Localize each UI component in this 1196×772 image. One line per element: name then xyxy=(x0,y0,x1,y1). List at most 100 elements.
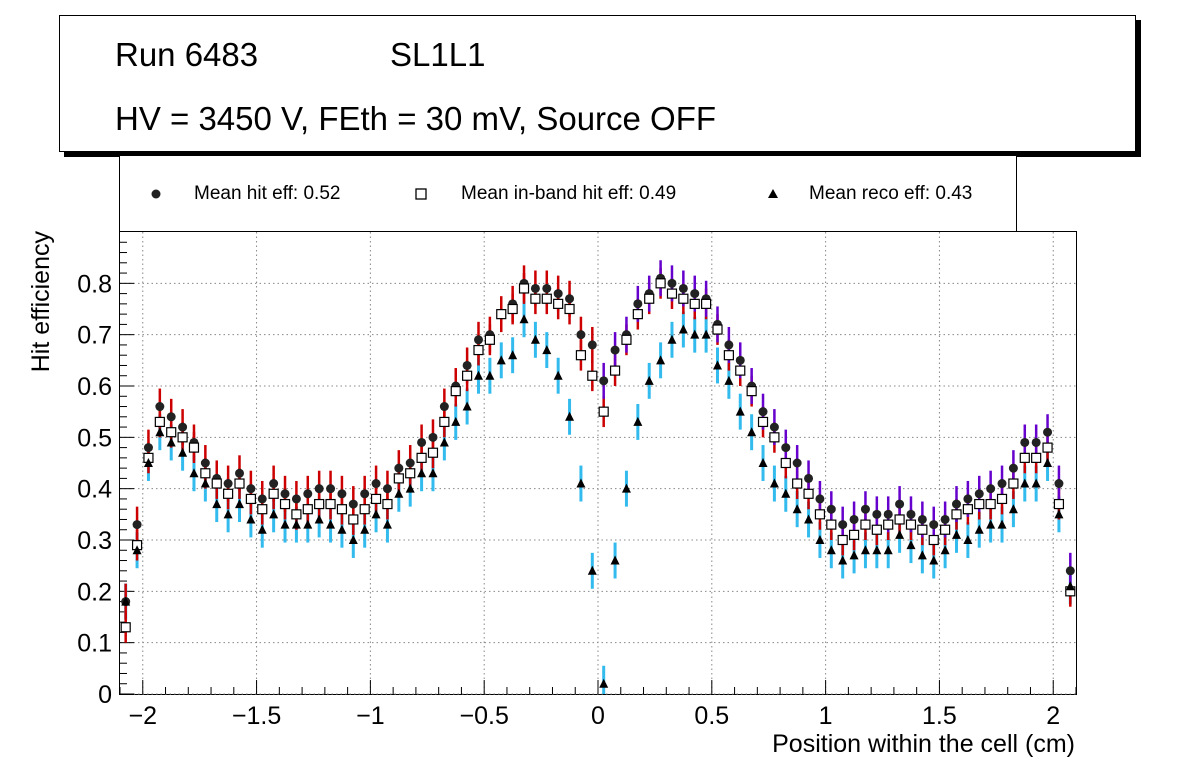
inband-point xyxy=(553,298,564,309)
inband-point xyxy=(746,386,757,397)
inband-point xyxy=(393,473,404,484)
reco-point xyxy=(1043,458,1053,467)
inband-point xyxy=(769,432,780,443)
hit-point xyxy=(462,360,472,370)
x-tick-label: 1 xyxy=(819,702,833,730)
inband-point xyxy=(302,504,313,515)
hit-point xyxy=(382,484,392,494)
reco-point xyxy=(940,545,950,555)
inband-point xyxy=(803,488,814,499)
data-points xyxy=(120,260,1076,694)
inband-point xyxy=(905,519,917,530)
reco-point xyxy=(633,416,643,426)
inband-point xyxy=(484,334,495,345)
inband-point xyxy=(985,498,996,510)
reco-point xyxy=(735,406,745,416)
reco-point xyxy=(1065,581,1075,591)
reco-point xyxy=(223,509,233,519)
hit-point xyxy=(849,514,859,524)
hit-point xyxy=(280,489,290,499)
run-label: Run 6483 xyxy=(115,36,259,73)
legend-hit-marker-icon xyxy=(151,189,161,199)
hit-point xyxy=(132,520,142,530)
inband-point xyxy=(974,498,985,510)
inband-point xyxy=(621,334,632,345)
grid xyxy=(120,232,1076,695)
y-tick-label: 0.3 xyxy=(77,527,112,555)
hit-point xyxy=(769,422,779,432)
hit-point xyxy=(530,283,540,293)
hit-point xyxy=(576,330,586,340)
hit-point xyxy=(724,340,734,350)
legend-reco-marker-icon xyxy=(768,189,778,198)
inband-point xyxy=(1008,478,1019,489)
reco-point xyxy=(326,519,336,529)
inband-point xyxy=(234,478,245,489)
reco-point xyxy=(519,314,529,324)
reco-point xyxy=(724,375,734,385)
reco-point xyxy=(701,329,711,339)
reco-point xyxy=(382,519,392,529)
hit-point xyxy=(439,402,449,412)
hit-point xyxy=(1054,479,1064,489)
x-tick-label: −1.5 xyxy=(232,702,281,730)
inband-point xyxy=(701,298,712,309)
reco-point xyxy=(155,427,165,437)
inband-point xyxy=(883,519,894,530)
hit-point xyxy=(610,345,620,355)
inband-point xyxy=(439,416,450,428)
y-tick-label: 0.1 xyxy=(77,630,112,658)
legend-hit-label: Mean hit eff: 0.52 xyxy=(194,183,341,204)
inband-point xyxy=(450,386,461,397)
reco-point xyxy=(132,545,142,555)
hit-point xyxy=(246,484,256,494)
reco-point xyxy=(792,504,802,514)
hit-point xyxy=(690,289,700,299)
reco-point xyxy=(838,555,848,565)
hit-point xyxy=(599,376,609,386)
y-tick-label: 0 xyxy=(98,681,112,709)
inband-point xyxy=(723,350,734,361)
inband-point xyxy=(609,365,621,376)
inband-point xyxy=(211,478,222,489)
inband-point xyxy=(541,293,552,304)
inband-point xyxy=(188,442,200,453)
hit-point xyxy=(553,289,563,299)
axis-ticks xyxy=(119,241,1077,695)
reco-point xyxy=(178,447,188,457)
reco-point xyxy=(439,437,449,447)
reco-point xyxy=(474,370,483,380)
hit-point xyxy=(940,514,950,524)
title-box: Run 6483 SL1L1 HV = 3450 V, FEth = 30 mV… xyxy=(59,15,1136,152)
inband-point xyxy=(416,452,427,463)
y-tick-label: 0.8 xyxy=(77,270,112,298)
reco-point xyxy=(280,519,290,529)
inband-point xyxy=(257,504,268,515)
hit-point xyxy=(405,458,415,468)
hit-point xyxy=(1031,437,1041,447)
hit-point xyxy=(360,489,370,499)
reco-point xyxy=(656,355,666,365)
reco-point xyxy=(1031,478,1041,488)
reco-point xyxy=(565,411,575,421)
inband-point xyxy=(644,293,655,304)
hit-point xyxy=(986,484,996,494)
hit-point xyxy=(166,412,176,422)
legend-inband-label: Mean in-band hit eff: 0.49 xyxy=(461,183,677,204)
reco-point xyxy=(428,468,438,478)
hit-point xyxy=(417,437,427,447)
inband-point xyxy=(860,519,871,530)
hit-point xyxy=(667,278,677,288)
hit-point xyxy=(1065,566,1075,576)
reco-point xyxy=(997,519,1007,529)
reco-point xyxy=(303,519,313,529)
hit-point xyxy=(883,509,893,519)
inband-point xyxy=(814,509,826,520)
x-tick-label: 0 xyxy=(591,702,605,730)
reco-point xyxy=(963,535,973,544)
reco-point xyxy=(804,514,814,524)
hit-point xyxy=(303,489,313,499)
y-axis-label: Hit efficiency xyxy=(27,231,55,373)
inband-point xyxy=(917,524,928,535)
hit-point xyxy=(1020,437,1030,447)
